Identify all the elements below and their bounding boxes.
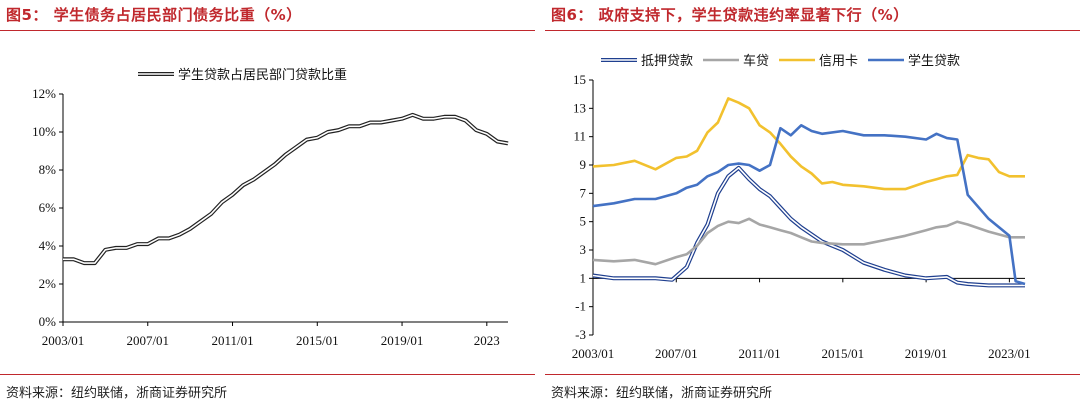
y-tick-label: 5 [580,214,587,229]
x-tick-label: 2011/01 [211,333,253,348]
legend-entry: 学生贷款 [868,53,960,69]
x-tick-label: 2023/01 [988,346,1031,361]
legend-entry: 抵押贷款 [601,54,693,69]
title-rule [545,30,1080,31]
x-tick-label: 2015/01 [822,346,865,361]
series-line-4 [592,124,1026,286]
y-tick-label: 11 [573,129,586,144]
x-tick-label: 2011/01 [738,346,780,361]
series-line-1 [592,165,1025,288]
y-tick-label: 9 [580,157,587,172]
figure-title: 图6： 政府支持下，学生贷款违约率显著下行（%） [551,6,909,24]
y-tick-label: 7 [580,185,587,200]
y-tick-label: 6% [39,200,57,215]
y-tick-label: 13 [573,100,586,115]
y-tick-label: 3 [580,242,587,257]
y-tick-label: -3 [575,327,586,342]
x-tick-label: 2003/01 [42,333,85,348]
series-line-inner [592,167,1025,287]
series-line-1 [63,112,509,266]
x-tick-label: 2015/01 [296,333,339,348]
series-line-3 [592,97,1025,191]
legend-entry: 学生贷款占居民部门贷款比重 [138,67,347,83]
figure-title: 图5： 学生债务占居民部门债务比重（%） [6,6,302,24]
source-note: 资料来源：纽约联储，浙商证券研究所 [6,386,228,401]
legend-label: 车贷 [743,53,769,69]
legend-label: 抵押贷款 [641,54,693,69]
legend-entry: 车贷 [703,53,769,69]
legend-label: 学生贷款占居民部门贷款比重 [178,67,347,83]
series-line-path [592,97,1025,191]
figure-6-panel: 图6： 政府支持下，学生贷款违约率显著下行（%） -3 -1 1 3 5 7 9 11 13 15… [545,0,1080,420]
series-line-path [592,217,1025,266]
source-rule [0,374,535,375]
legend-label: 学生贷款 [908,53,960,69]
y-tick-label: 2% [39,276,57,291]
x-tick-label: 2003/01 [572,346,615,361]
y-tick-label: 12% [32,86,56,101]
x-tick-label: 2019/01 [381,333,424,348]
source-rule [545,374,1080,375]
y-tick-label: 1 [580,270,587,285]
series-line-outer [592,165,1025,288]
series-line-2 [592,217,1025,266]
source-note: 资料来源：纽约联储，浙商证券研究所 [551,386,773,401]
x-tick-label: 2019/01 [905,346,948,361]
series-line-path [592,124,1026,286]
series-line-inner [63,114,509,264]
y-tick-label: 4% [39,238,57,253]
legend-entry: 信用卡 [779,54,858,69]
title-rule [0,30,535,31]
y-tick-label: 0% [39,314,57,329]
figure-5-panel: 图5： 学生债务占居民部门债务比重（%） 0% 2% 4% 6% 8% 10% 12% 200… [0,0,535,420]
x-tick-label: 2007/01 [126,333,169,348]
y-tick-label: 15 [573,72,586,87]
student-debt-share-chart: 0% 2% 4% 6% 8% 10% 12% 2003/01 2007/01 2011/01 201… [32,67,509,348]
y-tick-label: 8% [39,162,57,177]
y-tick-label: 10% [32,124,56,139]
x-tick-label: 2023 [474,333,500,348]
series-line-outer [63,112,509,266]
y-tick-label: -1 [575,299,586,314]
legend-label: 信用卡 [819,54,858,69]
x-tick-label: 2007/01 [655,346,698,361]
